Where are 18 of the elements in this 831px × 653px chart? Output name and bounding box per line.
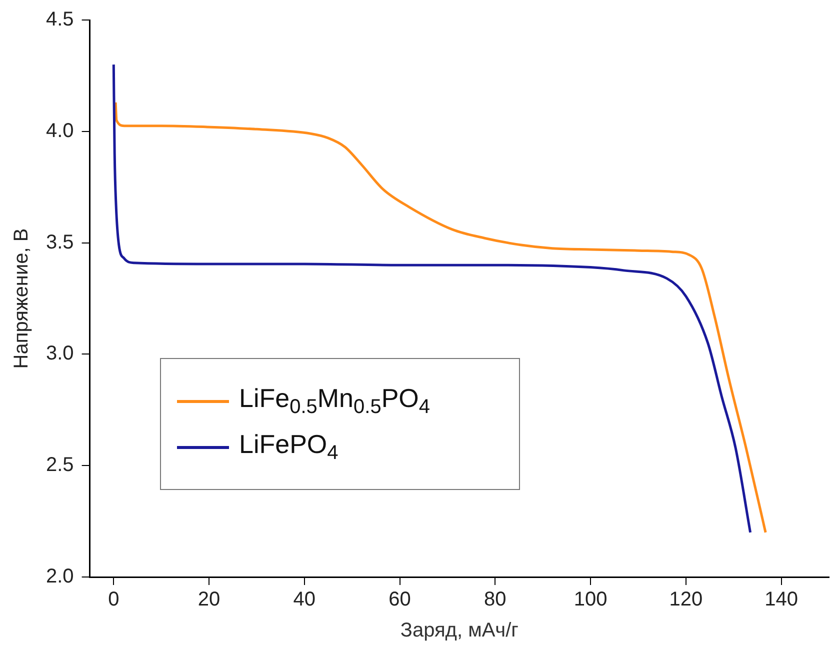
- y-tick-label: 2.0: [46, 566, 74, 588]
- x-axis-title: Заряд, мАч/г: [400, 620, 518, 642]
- x-tick-label: 100: [574, 588, 608, 611]
- x-tick-label: 60: [388, 588, 411, 611]
- legend-label: LiFe$_{0.5}$Mn$_{0.5}$PO$_{4}$: [239, 383, 430, 420]
- x-tick-label: 80: [484, 588, 506, 611]
- x-tick-label: 140: [764, 588, 798, 611]
- y-tick-label: 4.0: [46, 120, 74, 142]
- y-tick-label: 2.5: [46, 454, 74, 476]
- y-tick-label: 3.0: [46, 342, 74, 365]
- y-axis-title: Напряжение, В: [10, 228, 33, 369]
- y-tick-label: 4.5: [46, 8, 74, 31]
- y-tick-label: 3.5: [46, 231, 74, 254]
- x-tick-label: 40: [293, 588, 316, 611]
- x-tick-label: 20: [198, 588, 220, 611]
- x-tick-label: 120: [669, 588, 703, 611]
- x-tick-label: 0: [108, 588, 120, 611]
- legend-label: LiFePO$_{4}$: [239, 429, 338, 466]
